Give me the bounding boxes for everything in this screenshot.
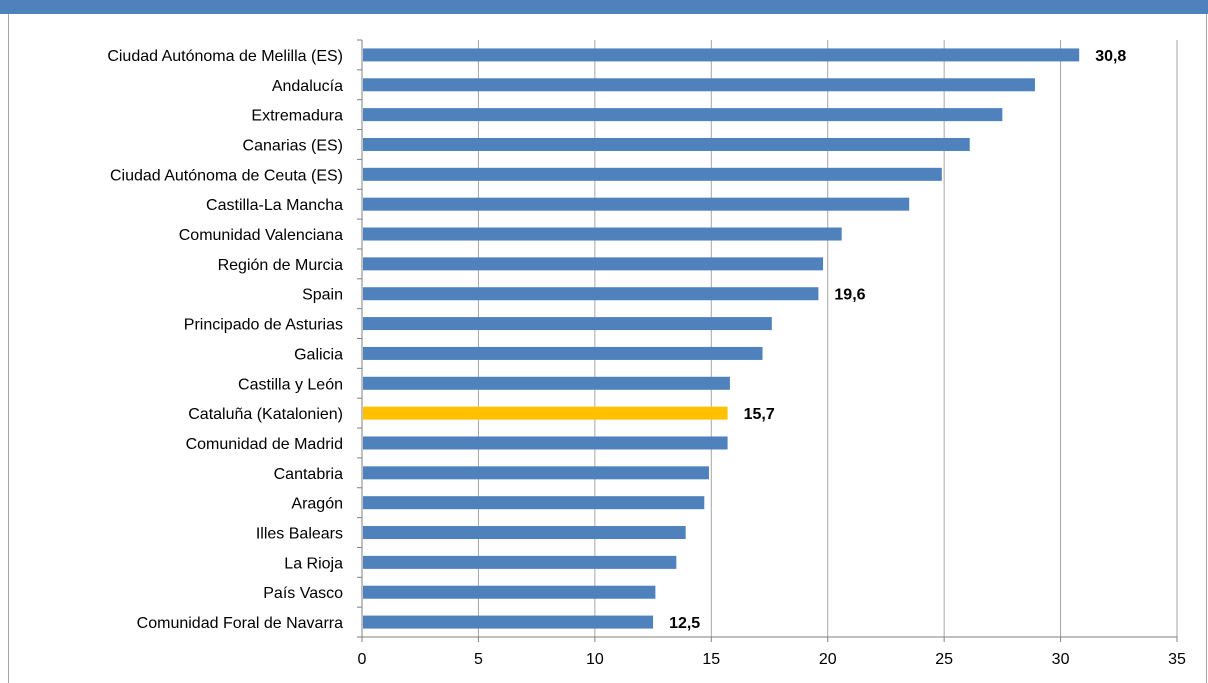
category-label: Ciudad Autónoma de Melilla (ES) [107, 48, 343, 65]
category-label: Illes Balears [256, 526, 343, 543]
bar [363, 615, 654, 629]
category-label: Galicia [294, 346, 343, 363]
x-tick-label: 30 [1052, 651, 1070, 668]
chart-frame [8, 14, 1207, 683]
category-label: Andalucía [272, 78, 343, 95]
data-label: 30,8 [1095, 48, 1126, 65]
x-tick-label: 20 [819, 651, 837, 668]
bar [363, 48, 1080, 62]
category-label: Cantabria [274, 466, 343, 483]
bar [363, 436, 728, 450]
category-label: Comunidad de Madrid [186, 436, 343, 453]
bar [363, 287, 819, 301]
x-tick-label: 5 [474, 651, 483, 668]
category-label: Aragón [291, 496, 343, 513]
bar [363, 78, 1035, 92]
data-label: 12,5 [669, 615, 700, 632]
bar [363, 496, 705, 510]
category-label: Principado de Asturias [184, 317, 343, 334]
x-tick-label: 10 [586, 651, 604, 668]
category-label: Región de Murcia [218, 257, 344, 274]
category-label: Extremadura [251, 108, 343, 125]
bar [363, 526, 686, 540]
category-label: Comunidad Foral de Navarra [137, 615, 343, 632]
category-label: Spain [302, 287, 343, 304]
header-bar [0, 0, 1208, 14]
bar [363, 466, 709, 480]
x-tick-label: 15 [702, 651, 720, 668]
category-label: Castilla y León [238, 376, 343, 393]
data-label: 19,6 [834, 287, 865, 304]
bar [363, 346, 763, 360]
x-tick-label: 0 [358, 651, 367, 668]
bar [363, 585, 656, 599]
bar [363, 167, 942, 181]
x-tick-label: 35 [1168, 651, 1186, 668]
data-label: 15,7 [744, 406, 775, 423]
category-label: Cataluña (Katalonien) [188, 406, 343, 423]
bar [363, 406, 728, 420]
bar [363, 257, 824, 271]
bar [363, 227, 842, 241]
bar [363, 137, 970, 151]
category-label: Ciudad Autónoma de Ceuta (ES) [110, 167, 343, 184]
bar [363, 317, 772, 331]
x-tick-label: 25 [935, 651, 953, 668]
bar [363, 376, 730, 390]
bar [363, 108, 1003, 122]
bar [363, 555, 677, 569]
bar [363, 197, 910, 211]
category-label: Castilla-La Mancha [206, 197, 343, 214]
category-label: País Vasco [263, 585, 343, 602]
category-label: Canarias (ES) [243, 137, 343, 154]
category-label: Comunidad Valenciana [179, 227, 343, 244]
category-label: La Rioja [284, 555, 343, 572]
